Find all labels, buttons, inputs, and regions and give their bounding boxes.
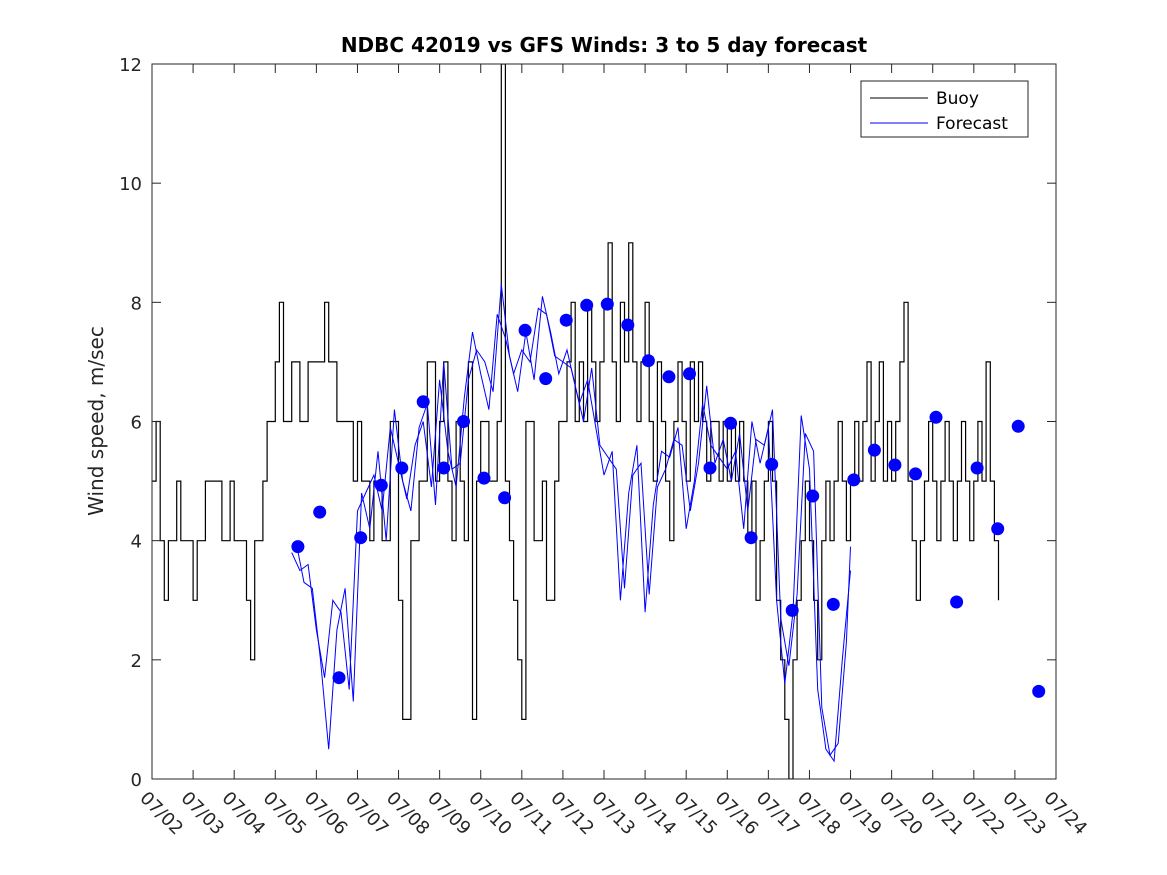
- forecast-point: [559, 313, 573, 327]
- forecast-point: [724, 416, 738, 430]
- forecast-point: [662, 370, 676, 384]
- y-tick-label: 6: [131, 413, 142, 434]
- y-axis-label: Wind speed, m/sec: [84, 326, 108, 516]
- forecast-point: [950, 595, 964, 609]
- forecast-point: [888, 458, 902, 472]
- forecast-point: [867, 443, 881, 457]
- y-axis: 0 2 4 6 8 10 12: [119, 55, 1056, 791]
- forecast-point: [621, 318, 635, 332]
- legend-box: [860, 80, 1029, 138]
- forecast-point: [991, 522, 1005, 536]
- chart-title: NDBC 42019 vs GFS Winds: 3 to 5 day fore…: [341, 33, 868, 57]
- y-tick-label: 4: [131, 532, 142, 553]
- forecast-point: [498, 491, 512, 505]
- forecast-point: [374, 478, 388, 492]
- y-tick-label: 8: [131, 293, 142, 314]
- forecast-line-2: [295, 284, 851, 757]
- forecast-point: [641, 354, 655, 368]
- forecast-point: [683, 367, 696, 381]
- forecast-point: [765, 457, 779, 471]
- forecast-point: [313, 505, 327, 519]
- forecast-markers: [291, 297, 1046, 698]
- legend: Buoy Forecast: [860, 80, 1029, 138]
- forecast-point: [395, 461, 409, 475]
- forecast-point: [354, 531, 368, 545]
- legend-label-buoy: Buoy: [936, 89, 979, 109]
- buoy-line: [152, 64, 1000, 779]
- forecast-point: [703, 461, 717, 475]
- forecast-point: [909, 467, 922, 481]
- forecast-point: [1032, 684, 1046, 698]
- forecast-point: [1011, 419, 1025, 433]
- forecast-point: [332, 671, 346, 685]
- y-tick-label: 0: [131, 770, 142, 791]
- forecast-point: [929, 410, 943, 424]
- y-tick-label: 2: [131, 651, 142, 672]
- legend-label-forecast: Forecast: [936, 114, 1008, 134]
- forecast-point: [847, 473, 861, 487]
- forecast-point: [291, 540, 305, 554]
- forecast-point: [539, 372, 553, 386]
- forecast-point: [416, 395, 430, 409]
- forecast-point: [437, 461, 451, 475]
- forecast-point: [518, 323, 532, 337]
- forecast-point: [970, 461, 984, 475]
- y-tick-label: 10: [119, 174, 142, 195]
- forecast-point: [826, 597, 840, 611]
- forecast-point: [785, 603, 799, 617]
- y-tick-label: 12: [119, 55, 142, 76]
- forecast-point: [744, 531, 758, 545]
- forecast-point: [457, 415, 470, 428]
- buoy-series: [152, 64, 1000, 779]
- forecast-point: [580, 298, 594, 312]
- forecast-point: [600, 297, 614, 311]
- forecast-point: [477, 471, 491, 485]
- forecast-point: [806, 489, 820, 503]
